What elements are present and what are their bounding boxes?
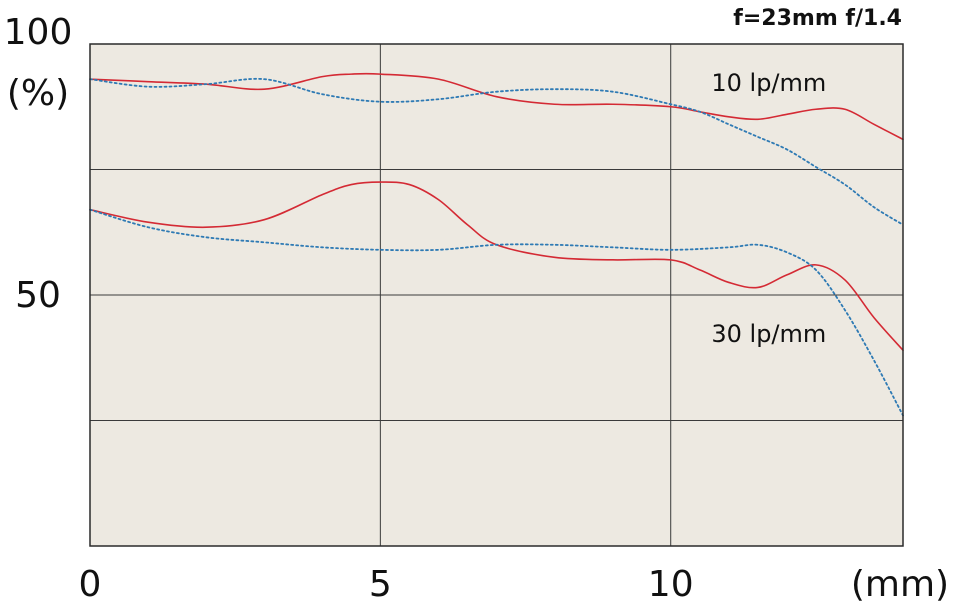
curve-annotation-0: 10 lp/mm [711,69,826,97]
x-axis-label: (mm) [851,564,949,605]
x-tick-label-5: 5 [369,564,392,605]
series-group [89,72,904,417]
series-line-3-dotted [89,208,904,417]
chart-title: f=23mm f/1.4 [733,6,902,31]
x-tick-label-10: 10 [648,564,694,605]
y-axis-label: (%) [7,73,69,114]
tick-labels: 0 5 10 100 50 [4,12,694,605]
series-line-0-solid [89,72,904,141]
y-tick-label-50: 50 [15,275,61,316]
plot-frame [89,43,904,547]
curve-annotation-1: 30 lp/mm [711,320,826,348]
series-line-2-solid [89,181,904,352]
y-tick-label-100: 100 [4,12,73,53]
grid-lines [90,44,903,546]
annotations: 10 lp/mm 30 lp/mm [711,69,826,348]
x-tick-label-0: 0 [79,564,102,605]
series-line-1-dotted [89,77,904,226]
